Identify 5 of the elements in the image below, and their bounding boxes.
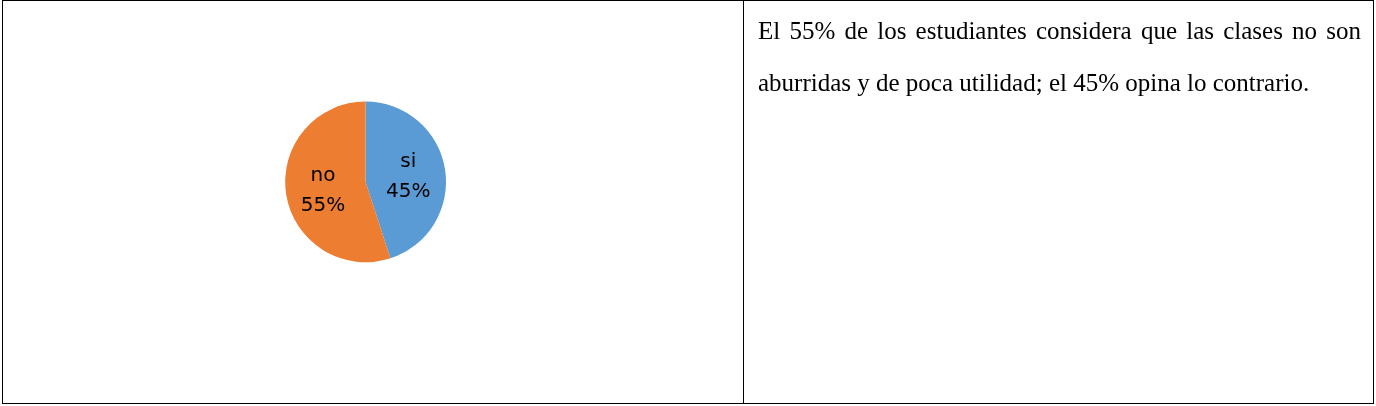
data-label: 45% <box>386 178 431 203</box>
slice-label: no <box>310 161 336 186</box>
data-label: 55% <box>300 191 346 216</box>
text: El 55% de los estudiantes considera que las clases no son aburridas y de poca utilidad; el 45% opina lo contrario. <box>758 16 1361 98</box>
slice-label: si <box>400 148 417 173</box>
